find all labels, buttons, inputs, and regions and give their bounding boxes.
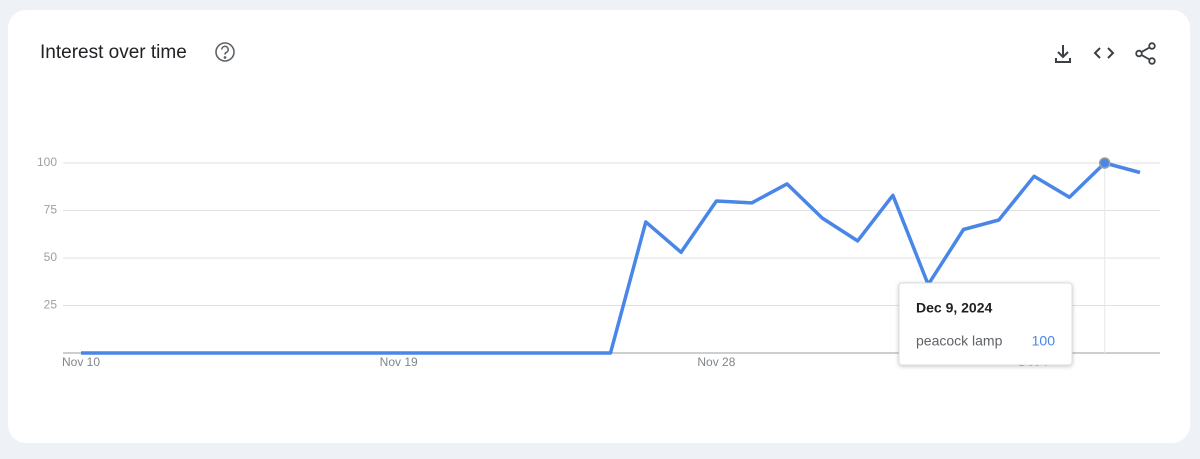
tooltip-value: 100 — [1032, 333, 1056, 349]
y-tick-label: 75 — [44, 203, 58, 217]
chart-title: Interest over time — [40, 42, 187, 63]
share-icon[interactable] — [1135, 42, 1156, 65]
tooltip-series: peacock lamp — [916, 333, 1003, 349]
x-tick-label: Nov 10 — [62, 355, 100, 369]
y-tick-label: 25 — [44, 298, 58, 312]
hover-point — [1098, 157, 1111, 169]
x-tick-label: Nov 19 — [380, 355, 418, 369]
y-tick-label: 50 — [44, 250, 58, 264]
y-tick-label: 100 — [37, 155, 57, 169]
tooltip-box — [898, 282, 1073, 366]
download-icon[interactable] — [1055, 45, 1071, 63]
help-icon[interactable] — [215, 42, 235, 62]
card — [8, 10, 1190, 443]
embed-icon[interactable] — [1093, 47, 1115, 59]
x-tick-label: Nov 28 — [697, 355, 735, 369]
tooltip: Dec 9, 2024 peacock lamp 100 — [898, 282, 1073, 366]
tooltip-title: Dec 9, 2024 — [916, 300, 992, 316]
series-line — [81, 161, 1141, 355]
